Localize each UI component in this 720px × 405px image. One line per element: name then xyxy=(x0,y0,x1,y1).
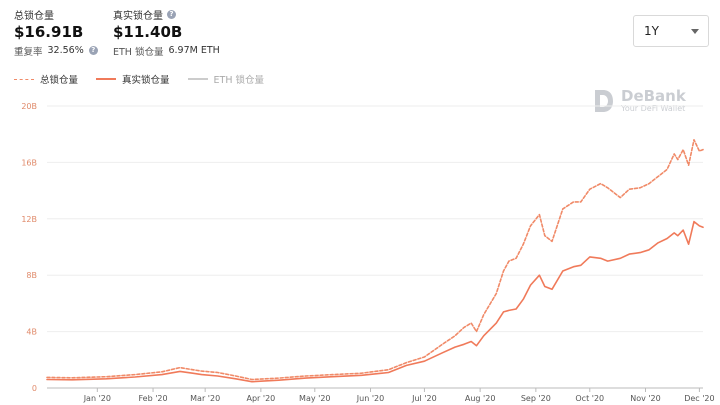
watermark-tagline: Your DeFi Wallet xyxy=(621,104,686,113)
x-tick-label: Oct '20 xyxy=(575,394,604,403)
total-locked-value: $16.91B xyxy=(14,23,84,41)
duplicate-rate-label: 重复率 xyxy=(14,46,43,58)
legend-swatch-eth xyxy=(187,78,208,80)
watermark-brand: DeBank xyxy=(621,87,686,105)
real-locked-label: 真实锁仓量 xyxy=(113,11,163,22)
legend-label-eth: ETH 锁仓量 xyxy=(213,75,265,86)
eth-locked-value: 6.97M ETH xyxy=(168,45,220,56)
x-tick-label: Jun '20 xyxy=(356,394,384,403)
x-tick-label: Aug '20 xyxy=(465,394,496,403)
x-tick-label: Nov '20 xyxy=(630,394,661,403)
y-tick-label: 16B xyxy=(21,158,37,167)
eth-locked-label: ETH 锁仓量 xyxy=(113,46,164,58)
y-tick-label: 4B xyxy=(26,328,37,337)
legend-label-real: 真实锁仓量 xyxy=(122,75,170,86)
question-mark-icon[interactable]: ? xyxy=(167,10,176,19)
watermark-text: DeBank Your DeFi Wallet xyxy=(621,88,686,114)
x-tick-label: Mar '20 xyxy=(190,394,220,403)
x-tick-label: Feb '20 xyxy=(138,394,167,403)
question-mark-icon[interactable]: ? xyxy=(88,46,98,55)
series-line-total xyxy=(46,139,704,381)
eth-locked-row: ETH 锁仓量 6.97M ETH xyxy=(113,44,220,58)
x-tick-label: Sep '20 xyxy=(521,394,551,403)
y-tick-label: 20B xyxy=(21,102,37,111)
legend-item-real[interactable]: 真实锁仓量 xyxy=(96,72,170,86)
time-range-value: 1Y xyxy=(644,24,659,38)
legend-swatch-total xyxy=(14,78,34,80)
legend-item-eth[interactable]: ETH 锁仓量 xyxy=(187,72,265,86)
y-tick-label: 12B xyxy=(21,215,37,224)
x-tick-label: Apr '20 xyxy=(246,394,275,403)
real-locked-value: $11.40B xyxy=(113,23,183,41)
y-tick-label: 8B xyxy=(26,271,37,280)
series-line-real xyxy=(46,220,704,383)
legend-label-total: 总锁仓量 xyxy=(40,75,79,86)
legend-item-total[interactable]: 总锁仓量 xyxy=(14,72,78,86)
duplicate-rate-row: 重复率 32.56% ? xyxy=(14,44,98,58)
total-locked-stat: 总锁仓量 $16.91B 重复率 32.56% ? xyxy=(14,8,98,58)
y-tick-label: 0 xyxy=(32,384,37,393)
x-tick-label: Jul '20 xyxy=(411,394,437,403)
x-tick-label: Dec '20 xyxy=(684,394,714,403)
duplicate-rate-value: 32.56% xyxy=(47,45,84,56)
chart-legend: 总锁仓量 真实锁仓量 ETH 锁仓量 xyxy=(14,72,264,86)
total-locked-label: 总锁仓量 xyxy=(14,11,54,22)
real-locked-label-row: 真实锁仓量 ? xyxy=(113,8,220,22)
time-range-select[interactable]: 1Y xyxy=(633,15,709,47)
real-locked-stat: 真实锁仓量 ? $11.40B ETH 锁仓量 6.97M ETH xyxy=(113,8,220,58)
x-tick-label: Jan '20 xyxy=(83,394,111,403)
chevron-down-icon xyxy=(691,28,699,34)
legend-swatch-real xyxy=(96,78,117,80)
x-tick-label: May '20 xyxy=(299,394,330,403)
